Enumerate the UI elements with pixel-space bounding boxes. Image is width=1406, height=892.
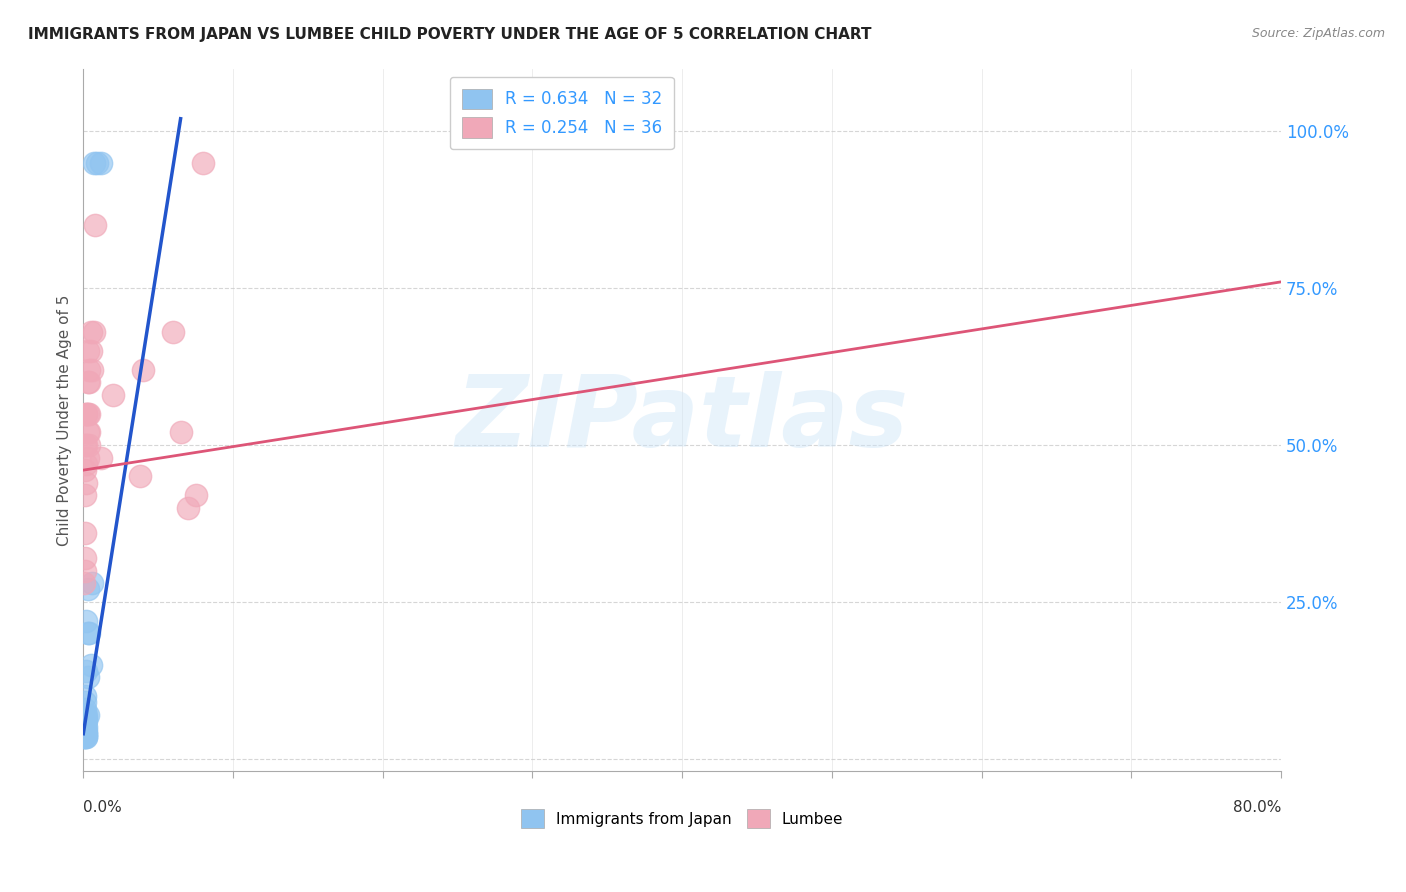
Point: [86, 155, 108, 169]
Point: [76, 707, 98, 722]
Point: [75, 727, 97, 741]
Point: [73, 689, 96, 703]
Point: [73, 551, 96, 566]
Point: [75, 407, 97, 421]
Point: [76, 425, 98, 440]
Point: [73, 714, 96, 728]
Point: [169, 425, 191, 440]
Point: [76, 343, 98, 358]
Point: [77, 425, 100, 440]
Point: [75, 711, 97, 725]
Point: [76, 582, 98, 597]
Point: [77, 376, 100, 390]
Point: [132, 363, 155, 377]
Point: [76, 376, 98, 390]
Point: [129, 469, 152, 483]
Point: [90, 450, 112, 465]
Point: [76, 407, 98, 421]
Point: [75, 730, 97, 744]
Point: [75, 721, 97, 735]
Point: [77, 438, 100, 452]
Point: [76, 626, 98, 640]
Point: [73, 717, 96, 731]
Point: [73, 730, 96, 744]
Point: [77, 407, 100, 421]
Point: [73, 730, 96, 744]
Point: [84, 219, 107, 233]
Point: [75, 475, 97, 490]
Legend: Immigrants from Japan, Lumbee: Immigrants from Japan, Lumbee: [515, 803, 849, 834]
Point: [75, 614, 97, 628]
Point: [90, 155, 112, 169]
Point: [83, 325, 105, 339]
Point: [73, 576, 96, 591]
Text: IMMIGRANTS FROM JAPAN VS LUMBEE CHILD POVERTY UNDER THE AGE OF 5 CORRELATION CHA: IMMIGRANTS FROM JAPAN VS LUMBEE CHILD PO…: [28, 27, 872, 42]
Point: [75, 407, 97, 421]
Point: [76, 450, 98, 465]
Point: [73, 463, 96, 477]
Point: [73, 438, 96, 452]
Point: [73, 488, 96, 502]
Point: [75, 707, 97, 722]
Point: [73, 707, 96, 722]
Text: 80.0%: 80.0%: [1233, 800, 1281, 815]
Point: [184, 488, 207, 502]
Point: [75, 714, 97, 728]
Point: [162, 325, 184, 339]
Point: [76, 670, 98, 684]
Point: [75, 727, 97, 741]
Point: [73, 525, 96, 540]
Point: [83, 155, 105, 169]
Point: [73, 727, 96, 741]
Point: [73, 564, 96, 578]
Text: ZIPatlas: ZIPatlas: [456, 371, 908, 468]
Point: [75, 438, 97, 452]
Point: [82, 576, 104, 591]
Text: 0.0%: 0.0%: [83, 800, 122, 815]
Point: [75, 457, 97, 471]
Point: [75, 723, 97, 738]
Point: [75, 664, 97, 678]
Point: [103, 388, 125, 402]
Point: [77, 363, 100, 377]
Point: [82, 363, 104, 377]
Point: [77, 626, 100, 640]
Point: [80, 657, 103, 672]
Point: [80, 325, 103, 339]
Y-axis label: Child Poverty Under the Age of 5: Child Poverty Under the Age of 5: [58, 294, 72, 546]
Point: [73, 695, 96, 709]
Point: [80, 343, 103, 358]
Point: [177, 500, 200, 515]
Point: [75, 730, 97, 744]
Point: [191, 155, 214, 169]
Point: [73, 727, 96, 741]
Text: Source: ZipAtlas.com: Source: ZipAtlas.com: [1251, 27, 1385, 40]
Point: [73, 721, 96, 735]
Point: [73, 701, 96, 715]
